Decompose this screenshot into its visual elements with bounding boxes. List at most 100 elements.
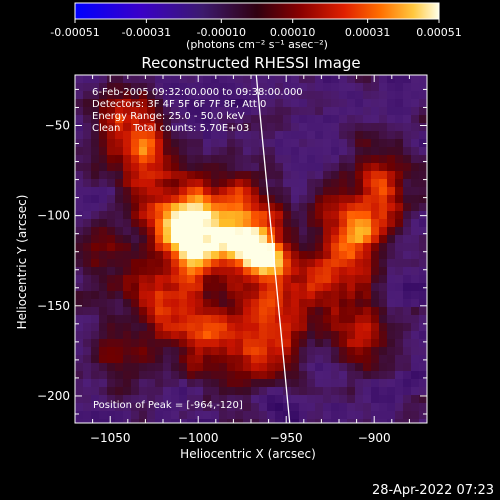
heatmap-cell (283, 419, 292, 423)
heatmap-cell (107, 251, 116, 260)
heatmap-cell (411, 419, 420, 423)
heatmap-cell (147, 243, 156, 252)
heatmap-cell (347, 323, 356, 332)
heatmap-cell (371, 371, 380, 380)
heatmap-cell (259, 267, 268, 276)
heatmap-cell (371, 195, 380, 204)
heatmap-cell (403, 403, 412, 412)
heatmap-cell (259, 307, 268, 316)
heatmap-cell (107, 219, 116, 228)
heatmap-cell (123, 227, 132, 236)
heatmap-cell (403, 211, 412, 220)
heatmap-cell (91, 403, 100, 412)
heatmap-cell (355, 115, 364, 124)
heatmap-cell (115, 75, 124, 84)
heatmap-cell (379, 419, 388, 423)
heatmap-cell (75, 219, 84, 228)
heatmap-cell (115, 211, 124, 220)
heatmap-cell (139, 283, 148, 292)
heatmap-cell (91, 211, 100, 220)
heatmap-cell (115, 251, 124, 260)
heatmap-cell (355, 283, 364, 292)
heatmap-cell (115, 339, 124, 348)
heatmap-cell (275, 147, 284, 156)
heatmap-cell (91, 275, 100, 284)
heatmap-cell (331, 403, 340, 412)
heatmap-cell (403, 123, 412, 132)
heatmap-cell (371, 147, 380, 156)
heatmap-cell (419, 195, 427, 204)
heatmap-cell (339, 235, 348, 244)
heatmap-cell (147, 387, 156, 396)
heatmap-cell (291, 99, 300, 108)
heatmap-cell (139, 227, 148, 236)
heatmap-cell (331, 195, 340, 204)
heatmap-cell (355, 195, 364, 204)
heatmap-cell (315, 323, 324, 332)
heatmap-cell (235, 227, 244, 236)
heatmap-cell (139, 123, 148, 132)
heatmap-cell (315, 315, 324, 324)
heatmap-cell (75, 187, 84, 196)
heatmap-cell (131, 371, 140, 380)
heatmap-cell (291, 115, 300, 124)
heatmap-cell (275, 99, 284, 108)
heatmap-cell (171, 139, 180, 148)
heatmap-cell (371, 227, 380, 236)
heatmap-cell (291, 355, 300, 364)
heatmap-cell (163, 339, 172, 348)
heatmap-cell (155, 331, 164, 340)
heatmap-cell (147, 299, 156, 308)
heatmap-cell (291, 411, 300, 420)
heatmap-cell (331, 211, 340, 220)
heatmap-cell (339, 291, 348, 300)
heatmap-cell (395, 283, 404, 292)
heatmap-cell (339, 283, 348, 292)
heatmap-cell (91, 363, 100, 372)
heatmap-cell (235, 195, 244, 204)
heatmap-cell (355, 323, 364, 332)
heatmap-cell (83, 123, 92, 132)
heatmap-cell (187, 171, 196, 180)
heatmap-cell (227, 139, 236, 148)
heatmap-cell (171, 283, 180, 292)
heatmap-cell (219, 195, 228, 204)
heatmap-cell (267, 299, 276, 308)
heatmap-cell (355, 259, 364, 268)
heatmap-cell (211, 259, 220, 268)
heatmap-cell (83, 395, 92, 404)
heatmap-cell (155, 235, 164, 244)
heatmap-cell (419, 395, 427, 404)
heatmap-cell (331, 219, 340, 228)
heatmap-cell (371, 235, 380, 244)
heatmap-cell (179, 331, 188, 340)
heatmap-cell (275, 379, 284, 388)
heatmap-cell (243, 275, 252, 284)
heatmap-cell (315, 363, 324, 372)
heatmap-cell (387, 99, 396, 108)
heatmap-cell (339, 403, 348, 412)
heatmap-cell (307, 299, 316, 308)
heatmap-cell (411, 315, 420, 324)
heatmap-cell (91, 99, 100, 108)
heatmap-cell (411, 323, 420, 332)
heatmap-cell (203, 227, 212, 236)
heatmap-cell (371, 283, 380, 292)
heatmap-cell (323, 419, 332, 423)
heatmap-cell (75, 339, 84, 348)
heatmap-cell (419, 363, 427, 372)
heatmap-cell (131, 99, 140, 108)
heatmap-cell (91, 83, 100, 92)
heatmap-cell (291, 379, 300, 388)
heatmap-cell (219, 347, 228, 356)
heatmap-cell (187, 275, 196, 284)
heatmap-cell (227, 235, 236, 244)
heatmap-cell (315, 139, 324, 148)
heatmap-cell (291, 187, 300, 196)
heatmap-cell (419, 75, 427, 84)
heatmap-cell (267, 371, 276, 380)
heatmap-cell (227, 299, 236, 308)
heatmap-cell (323, 211, 332, 220)
heatmap-cell (83, 307, 92, 316)
heatmap-cell (83, 315, 92, 324)
